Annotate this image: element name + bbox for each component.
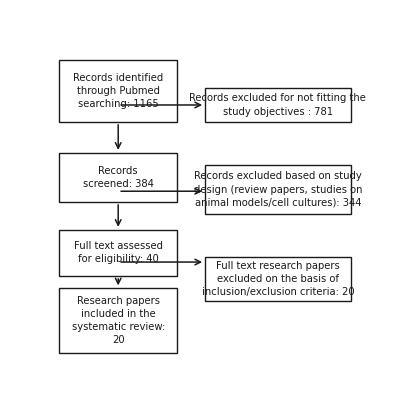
Text: Records
screened: 384: Records screened: 384 bbox=[83, 166, 154, 189]
Text: Full text research papers
excluded on the basis of
inclusion/exclusion criteria:: Full text research papers excluded on th… bbox=[202, 261, 354, 297]
Text: Records excluded for not fitting the
study objectives : 781: Records excluded for not fitting the stu… bbox=[190, 93, 366, 116]
FancyBboxPatch shape bbox=[205, 165, 351, 214]
Text: Research papers
included in the
systematic review:
20: Research papers included in the systemat… bbox=[72, 296, 165, 345]
Text: Full text assessed
for eligibility: 40: Full text assessed for eligibility: 40 bbox=[74, 241, 163, 264]
Text: Records excluded based on study
design (review papers, studies on
animal models/: Records excluded based on study design (… bbox=[194, 172, 362, 208]
FancyBboxPatch shape bbox=[59, 230, 177, 276]
Text: Records identified
through Pubmed
searching: 1165: Records identified through Pubmed search… bbox=[73, 73, 163, 109]
FancyBboxPatch shape bbox=[205, 88, 351, 122]
FancyBboxPatch shape bbox=[205, 258, 351, 300]
FancyBboxPatch shape bbox=[59, 60, 177, 122]
FancyBboxPatch shape bbox=[59, 153, 177, 202]
FancyBboxPatch shape bbox=[59, 288, 177, 353]
